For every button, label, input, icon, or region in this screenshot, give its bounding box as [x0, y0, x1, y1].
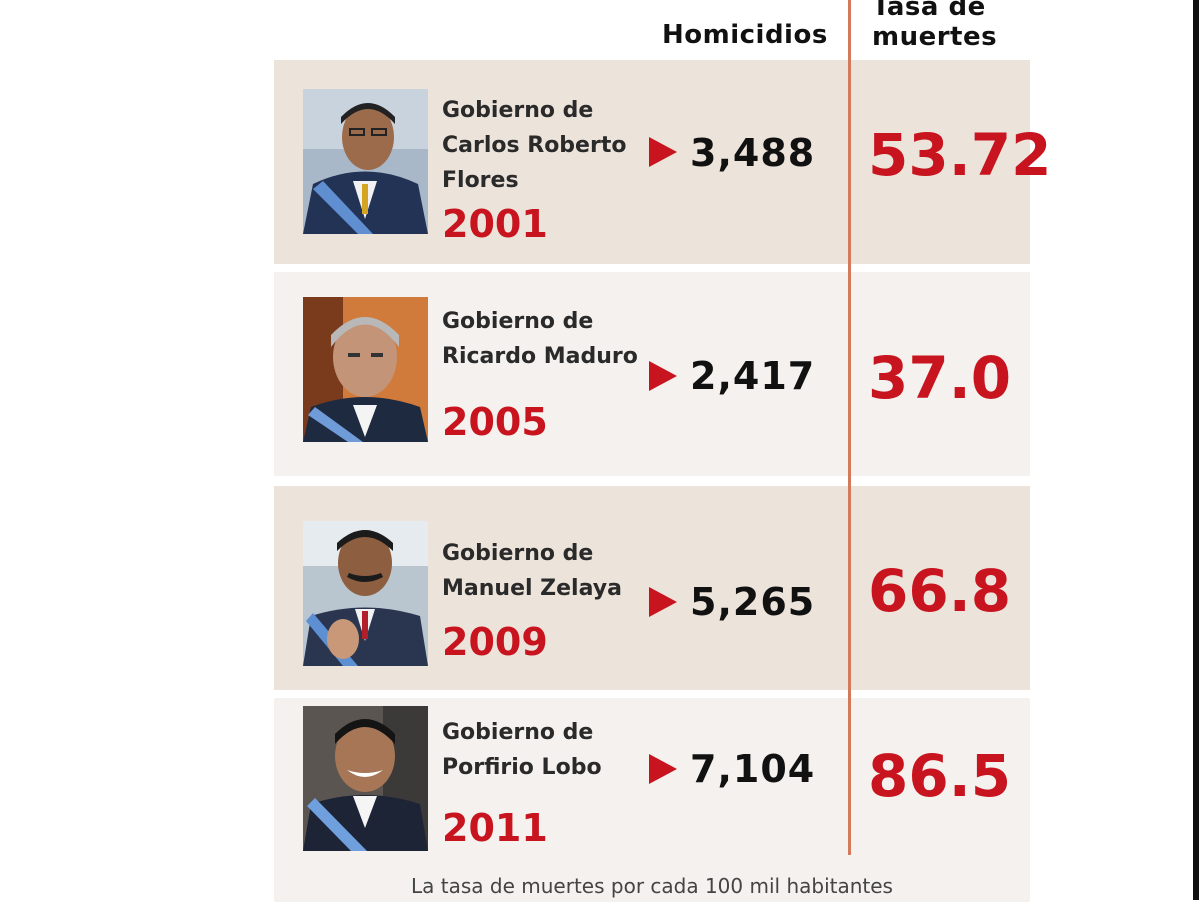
column-divider — [848, 0, 851, 855]
arrow-right-icon — [649, 754, 677, 784]
homicidios-value: 2,417 — [690, 354, 816, 398]
government-label: Gobierno de Carlos Roberto Flores — [442, 98, 627, 193]
tasa-value: 53.72 — [868, 121, 1052, 189]
president-portrait-icon — [303, 521, 428, 666]
year-label: 2009 — [442, 620, 548, 664]
president-portrait-icon — [303, 706, 428, 851]
tasa-value: 37.0 — [868, 344, 1012, 412]
government-label: Gobierno de Porfirio Lobo — [442, 720, 602, 780]
homicidios-value: 5,265 — [690, 580, 816, 624]
homicide-table: Gobierno de Carlos Roberto Flores 2001 3… — [274, 60, 1051, 902]
homicidios-value: 3,488 — [690, 131, 816, 175]
government-label: Gobierno de Ricardo Maduro — [442, 309, 638, 369]
president-portrait-icon — [303, 297, 428, 442]
table-row: Gobierno de Porfirio Lobo 2011 7,104 86.… — [274, 698, 1030, 902]
header-homicidios: Homicidios — [662, 20, 828, 50]
right-border — [1193, 0, 1199, 900]
header-tasa-de-muertes: Tasa de muertes — [872, 0, 998, 52]
footnote: La tasa de muertes por cada 100 mil habi… — [411, 874, 893, 898]
homicidios-value: 7,104 — [690, 747, 816, 791]
arrow-right-icon — [649, 361, 677, 391]
year-label: 2005 — [442, 400, 548, 444]
tasa-value: 86.5 — [868, 742, 1012, 810]
table-row: Gobierno de Ricardo Maduro 2005 2,417 37… — [274, 272, 1030, 476]
president-portrait-icon — [303, 89, 428, 234]
arrow-right-icon — [649, 587, 677, 617]
year-label: 2001 — [442, 202, 548, 246]
tasa-value: 66.8 — [868, 557, 1012, 625]
table-row: Gobierno de Manuel Zelaya 2009 5,265 66.… — [274, 486, 1030, 690]
government-label: Gobierno de Manuel Zelaya — [442, 541, 622, 601]
arrow-right-icon — [649, 137, 677, 167]
year-label: 2011 — [442, 806, 548, 850]
table-row: Gobierno de Carlos Roberto Flores 2001 3… — [274, 60, 1051, 264]
